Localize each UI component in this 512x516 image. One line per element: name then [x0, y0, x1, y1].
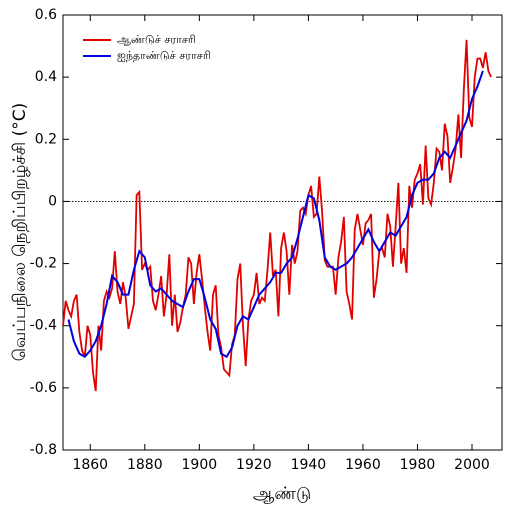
y-tick-label: 0.4 — [35, 69, 57, 85]
x-tick-label: 1900 — [182, 457, 218, 473]
y-tick-label: -0.2 — [30, 256, 57, 272]
x-tick-label: 2000 — [454, 457, 490, 473]
legend-label: ஐந்தாண்டுச் சராசரி — [117, 49, 211, 62]
legend-label: ஆண்டுச் சராசரி — [117, 33, 196, 46]
y-tick-label: 0 — [48, 193, 57, 209]
y-tick-label: 0.6 — [35, 7, 57, 23]
y-axis-label: வெப்பநிலை நெறிப்பிறழ்ச்சி (°C) — [10, 103, 31, 361]
plot-frame — [62, 14, 503, 451]
x-tick-label: 1940 — [291, 457, 327, 473]
y-tick-label: -0.6 — [30, 380, 57, 396]
y-tick-label: -0.4 — [30, 318, 57, 334]
x-tick-label: 1980 — [400, 457, 436, 473]
y-tick-label: -0.8 — [30, 442, 57, 458]
x-axis-label: ஆண்டு — [253, 484, 311, 504]
x-tick-label: 1860 — [72, 457, 108, 473]
y-tick-label: 0.2 — [35, 131, 57, 147]
x-tick-label: 1960 — [345, 457, 381, 473]
x-tick-label: 1920 — [236, 457, 272, 473]
data-line — [67, 70, 484, 359]
data-line — [62, 39, 492, 392]
x-tick-label: 1880 — [127, 457, 163, 473]
